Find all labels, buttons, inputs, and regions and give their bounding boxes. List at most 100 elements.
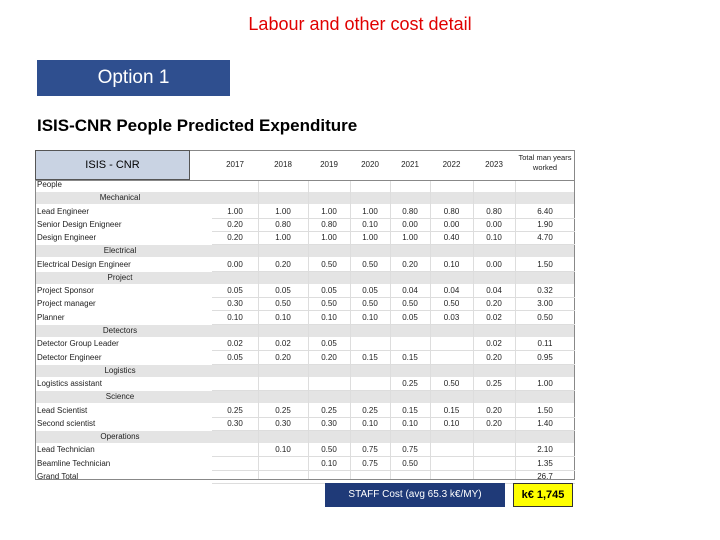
- cell-value: 0.25: [321, 405, 337, 415]
- column-header: 2023: [485, 160, 503, 169]
- column-rule: [430, 181, 431, 479]
- cell-value: 0.25: [227, 405, 243, 415]
- group-label: Project: [107, 272, 133, 282]
- cell-value: 1.00: [362, 206, 378, 216]
- header-rule: [35, 180, 575, 181]
- row-label: People: [37, 180, 62, 189]
- cell-value: 0.05: [402, 312, 418, 322]
- cell-value: 3.00: [537, 299, 553, 309]
- corner-cell: ISIS - CNR: [35, 150, 190, 180]
- column-header: Total man years worked: [518, 153, 572, 172]
- cell-value: 0.10: [443, 259, 460, 269]
- cell-value: 0.80: [275, 219, 291, 229]
- cell-value: 0.00: [486, 259, 502, 269]
- cell-value: 0.75: [402, 445, 418, 455]
- column-rule: [515, 181, 516, 479]
- row-label: Beamline Technician: [37, 458, 111, 468]
- group-band: [36, 364, 574, 377]
- staff-cost: STAFF Cost (avg 65.3 k€/MY): [325, 483, 505, 507]
- cell-value: 0.25: [362, 405, 378, 415]
- cell-value: 0.50: [362, 259, 378, 269]
- column-rule: [258, 181, 259, 479]
- title: Labour and other cost detail: [248, 14, 472, 34]
- row-label: Project Sponsor: [37, 286, 94, 296]
- cell-value: 0.15: [362, 352, 378, 362]
- cell-value: 0.30: [227, 299, 243, 309]
- group-label: Operations: [100, 432, 140, 442]
- cell-value: 2.10: [537, 445, 553, 455]
- cell-value: 0.80: [402, 206, 418, 216]
- cell-value: 0.00: [443, 219, 460, 229]
- cell-value: 4.70: [537, 233, 553, 243]
- column-header: 2017: [226, 160, 244, 169]
- cell-value: 0.20: [321, 352, 337, 362]
- group-label: Science: [105, 392, 135, 402]
- cell-value: 0.02: [227, 339, 243, 349]
- group-label: Detectors: [102, 325, 138, 335]
- group-band: [36, 245, 574, 258]
- cell-value: 0.75: [362, 445, 378, 455]
- cell-value: 1.00: [227, 206, 243, 216]
- cell-value: 0.15: [402, 405, 418, 415]
- cell-value: 0.05: [227, 286, 243, 296]
- row-rule: [212, 217, 575, 219]
- cell-value: 0.20: [275, 259, 291, 269]
- row-label: Planner: [37, 312, 65, 322]
- cell-value: 0.10: [227, 312, 243, 322]
- row-label: Lead Technician: [37, 445, 95, 455]
- column-header: 2018: [274, 160, 292, 169]
- cell-value: 0.30: [227, 418, 243, 428]
- cell-value: 0.50: [443, 299, 460, 309]
- group-band: [36, 391, 574, 404]
- row-rule: [212, 310, 575, 312]
- column-rule: [473, 181, 474, 479]
- cell-value: 1.50: [537, 405, 553, 415]
- cell-value: 0.50: [402, 458, 418, 468]
- cell-value: 1.90: [537, 219, 553, 229]
- cell-value: 0.00: [486, 219, 502, 229]
- column-rule: [308, 181, 309, 479]
- cell-value: 1.50: [537, 259, 553, 269]
- cell-value: 1.00: [402, 233, 418, 243]
- cell-value: 0.30: [321, 418, 337, 428]
- cell-value: 0.75: [362, 458, 378, 468]
- group-label: Logistics: [104, 365, 136, 375]
- cost-amount: k€ 1,745: [513, 483, 573, 507]
- cell-value: 0.02: [275, 339, 291, 349]
- cell-value: 1.40: [537, 418, 553, 428]
- cell-value: 0.20: [227, 219, 243, 229]
- cell-value: 0.80: [321, 219, 337, 229]
- cell-value: 0.03: [443, 312, 460, 322]
- row-label: Second scientist: [37, 418, 96, 428]
- cell-value: 0.20: [275, 352, 291, 362]
- group-band: [36, 192, 574, 205]
- cell-value: 0.15: [402, 352, 418, 362]
- cell-value: 1.00: [275, 206, 291, 216]
- column-rule: [350, 181, 351, 479]
- row-rule: [212, 363, 575, 365]
- row-rule: [212, 416, 575, 418]
- cell-value: 0.50: [537, 312, 553, 322]
- column-header: 2022: [442, 160, 461, 169]
- group-band: [36, 324, 574, 337]
- cell-value: 0.20: [486, 418, 502, 428]
- cell-value: 0.10: [402, 418, 418, 428]
- group-band: [36, 271, 574, 284]
- cell-value: 0.00: [402, 219, 418, 229]
- row-rule: [212, 429, 575, 431]
- cell-value: 0.80: [443, 206, 460, 216]
- row-rule: [212, 270, 575, 272]
- column-header: 2021: [401, 160, 419, 169]
- row-rule: [212, 297, 575, 299]
- cell-value: 0.05: [321, 286, 337, 296]
- cell-value: 0.50: [321, 445, 337, 455]
- row-rule: [212, 350, 575, 352]
- cell-value: 0.20: [402, 259, 418, 269]
- group-band: [36, 431, 574, 444]
- cell-value: 0.10: [321, 458, 337, 468]
- cell-value: 0.25: [275, 405, 291, 415]
- cell-value: 0.50: [321, 299, 337, 309]
- cell-value: 0.02: [486, 339, 502, 349]
- row-rule: [212, 469, 575, 471]
